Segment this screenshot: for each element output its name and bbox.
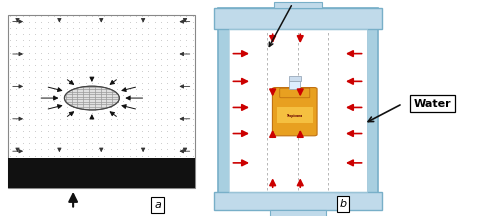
Bar bbox=[218, 8, 378, 210]
Bar bbox=[228, 29, 366, 192]
Text: a: a bbox=[154, 200, 161, 210]
Bar bbox=[214, 192, 382, 210]
FancyBboxPatch shape bbox=[280, 88, 310, 98]
Bar bbox=[290, 81, 300, 89]
Bar bbox=[277, 107, 312, 123]
Bar bbox=[289, 76, 300, 81]
Bar bbox=[228, 29, 366, 192]
Text: Water: Water bbox=[414, 99, 452, 109]
Bar bbox=[274, 2, 322, 8]
Bar bbox=[270, 210, 326, 216]
Text: Tropicana: Tropicana bbox=[286, 114, 303, 118]
Bar bbox=[214, 8, 382, 29]
Circle shape bbox=[64, 86, 120, 110]
Text: b: b bbox=[340, 199, 346, 209]
Bar bbox=[8, 158, 195, 188]
Bar bbox=[8, 15, 195, 188]
FancyBboxPatch shape bbox=[272, 87, 317, 136]
